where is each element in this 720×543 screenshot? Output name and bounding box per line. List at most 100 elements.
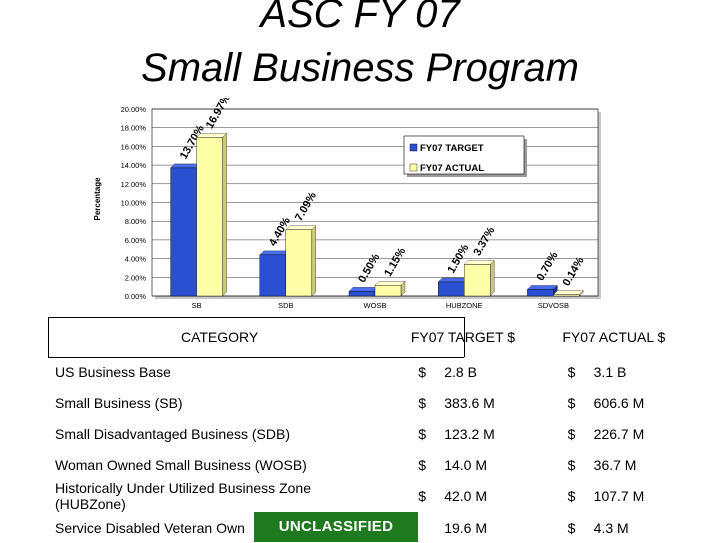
target-cell: $123.2 M xyxy=(384,418,541,449)
target-bar xyxy=(527,289,554,297)
y-tick-label: 12.00% xyxy=(121,180,147,189)
actual-value: 4.3 M xyxy=(593,519,629,536)
actual-bar xyxy=(196,137,223,297)
target-value: 2.8 B xyxy=(444,363,477,380)
target-value: 123.2 M xyxy=(444,425,495,442)
bar-side xyxy=(490,260,495,297)
table-header-row: CATEGORY FY07 TARGET $ FY07 ACTUAL $ xyxy=(48,318,686,356)
bar-top xyxy=(196,133,227,138)
legend-label: FY07 ACTUAL xyxy=(420,163,484,174)
target-bar xyxy=(259,254,287,297)
category-label: Service Disabled Veteran Own xyxy=(55,519,245,536)
bar-top xyxy=(170,163,201,169)
x-tick-label: SDB xyxy=(278,301,293,310)
table-row: Small Disadvantaged Business (SDB) $123.2… xyxy=(48,418,686,449)
actual-value: 3.1 B xyxy=(593,363,627,380)
actual-bar xyxy=(374,285,402,297)
actual-value: 606.6 M xyxy=(593,394,645,411)
target-value: 383.6 M xyxy=(444,394,495,411)
actual-cell: $4.3 M xyxy=(542,512,686,543)
legend-box xyxy=(403,135,525,175)
y-tick-label: 8.00% xyxy=(125,217,147,226)
y-tick-label: 20.00% xyxy=(121,105,147,114)
table-frame-top xyxy=(48,317,464,318)
bar-top xyxy=(527,285,558,290)
actual-cell: $3.1 B xyxy=(542,356,686,387)
table-row: Historically Under Utilized Business Zon… xyxy=(48,480,686,512)
header-category: CATEGORY xyxy=(180,329,259,345)
actual-bar xyxy=(285,229,313,297)
x-tick-label: SB xyxy=(192,301,202,310)
bar-side xyxy=(311,225,316,297)
title-line-2: Small Business Program xyxy=(141,46,579,90)
bar-top xyxy=(259,250,291,256)
classification-banner: UNCLASSIFIED xyxy=(254,512,418,542)
target-value: 14.0 M xyxy=(444,456,488,473)
x-tick-label: SDVOSB xyxy=(538,301,569,310)
bar-top xyxy=(463,260,495,265)
target-bar xyxy=(170,167,197,297)
y-tick-label: 10.00% xyxy=(121,199,147,208)
table-row: US Business Base $2.8 B $3.1 B xyxy=(48,356,686,387)
category-label: Small Disadvantaged Business (SDB) xyxy=(55,425,290,442)
category-label: Woman Owned Small Business (WOSB) xyxy=(55,456,307,473)
target-cell: $42.0 M xyxy=(384,480,541,512)
category-cell: Historically Under Utilized Business Zon… xyxy=(48,480,384,512)
table-frame-mid xyxy=(464,317,465,357)
y-tick-label: 18.00% xyxy=(121,124,147,133)
actual-bar xyxy=(464,264,491,297)
target-value: 19.6 M xyxy=(444,519,488,536)
x-tick-label: HUBZONE xyxy=(446,301,483,310)
actual-currency: $ xyxy=(567,363,576,380)
bar-top xyxy=(437,277,469,283)
legend-swatch xyxy=(409,163,418,172)
actual-value: 36.7 M xyxy=(593,456,637,473)
actual-currency: $ xyxy=(567,519,576,536)
table-row: Woman Owned Small Business (WOSB) $14.0 M… xyxy=(48,449,686,480)
legend-swatch xyxy=(409,143,418,152)
bar-top xyxy=(285,225,317,230)
table-frame-left xyxy=(48,317,49,357)
table-row: Small Business (SB) $383.6 M $606.6 M xyxy=(48,387,686,418)
target-cell: $383.6 M xyxy=(384,387,541,418)
y-tick-label: 4.00% xyxy=(125,255,147,264)
target-currency: $ xyxy=(418,394,427,411)
bar-top xyxy=(348,287,380,292)
legend-label: FY07 TARGET xyxy=(420,143,484,154)
y-tick-label: 0.00% xyxy=(125,292,147,301)
actual-cell: $226.7 M xyxy=(542,418,686,449)
target-cell: $14.0 M xyxy=(384,449,541,480)
category-cell: Small Disadvantaged Business (SDB) xyxy=(48,418,384,449)
x-tick-label: WOSB xyxy=(364,301,387,310)
title-line-1: ASC FY 07 xyxy=(260,0,460,36)
y-tick-label: 6.00% xyxy=(125,236,147,245)
target-currency: $ xyxy=(418,488,427,504)
actual-value: 226.7 M xyxy=(593,425,645,442)
bar-side xyxy=(222,132,227,297)
y-axis-label: Percentage xyxy=(93,177,102,221)
category-label: Small Business (SB) xyxy=(55,394,183,411)
target-currency: $ xyxy=(418,456,427,473)
header-target: FY07 TARGET $ xyxy=(410,329,516,345)
target-cell: 19.6 M xyxy=(384,512,541,543)
data-table: CATEGORY FY07 TARGET $ FY07 ACTUAL $ US … xyxy=(48,318,686,540)
y-tick-label: 14.00% xyxy=(121,161,147,170)
target-currency: $ xyxy=(418,425,427,442)
actual-cell: $606.6 M xyxy=(542,387,686,418)
actual-bar xyxy=(553,294,580,297)
y-tick-label: 16.00% xyxy=(121,142,147,151)
category-cell: Woman Owned Small Business (WOSB) xyxy=(48,449,384,480)
category-cell: US Business Base xyxy=(48,356,384,387)
target-bar xyxy=(348,291,376,297)
actual-value: 107.7 M xyxy=(593,488,645,504)
bar-top xyxy=(553,290,584,295)
bar-chart: 0.00% 2.00% 4.00% 6.00% 8.00% 10.00% 12.00% 14.… xyxy=(93,98,601,310)
y-tick-label: 2.00% xyxy=(125,273,147,282)
category-cell: Small Business (SB) xyxy=(48,387,384,418)
bar-top xyxy=(374,281,406,286)
table-frame-bottom xyxy=(48,357,464,358)
actual-currency: $ xyxy=(567,394,576,411)
table-row: Service Disabled Veteran Own 19.6 M $4.3 M xyxy=(48,512,686,543)
actual-cell: $36.7 M xyxy=(542,449,686,480)
category-label: US Business Base xyxy=(55,363,171,380)
